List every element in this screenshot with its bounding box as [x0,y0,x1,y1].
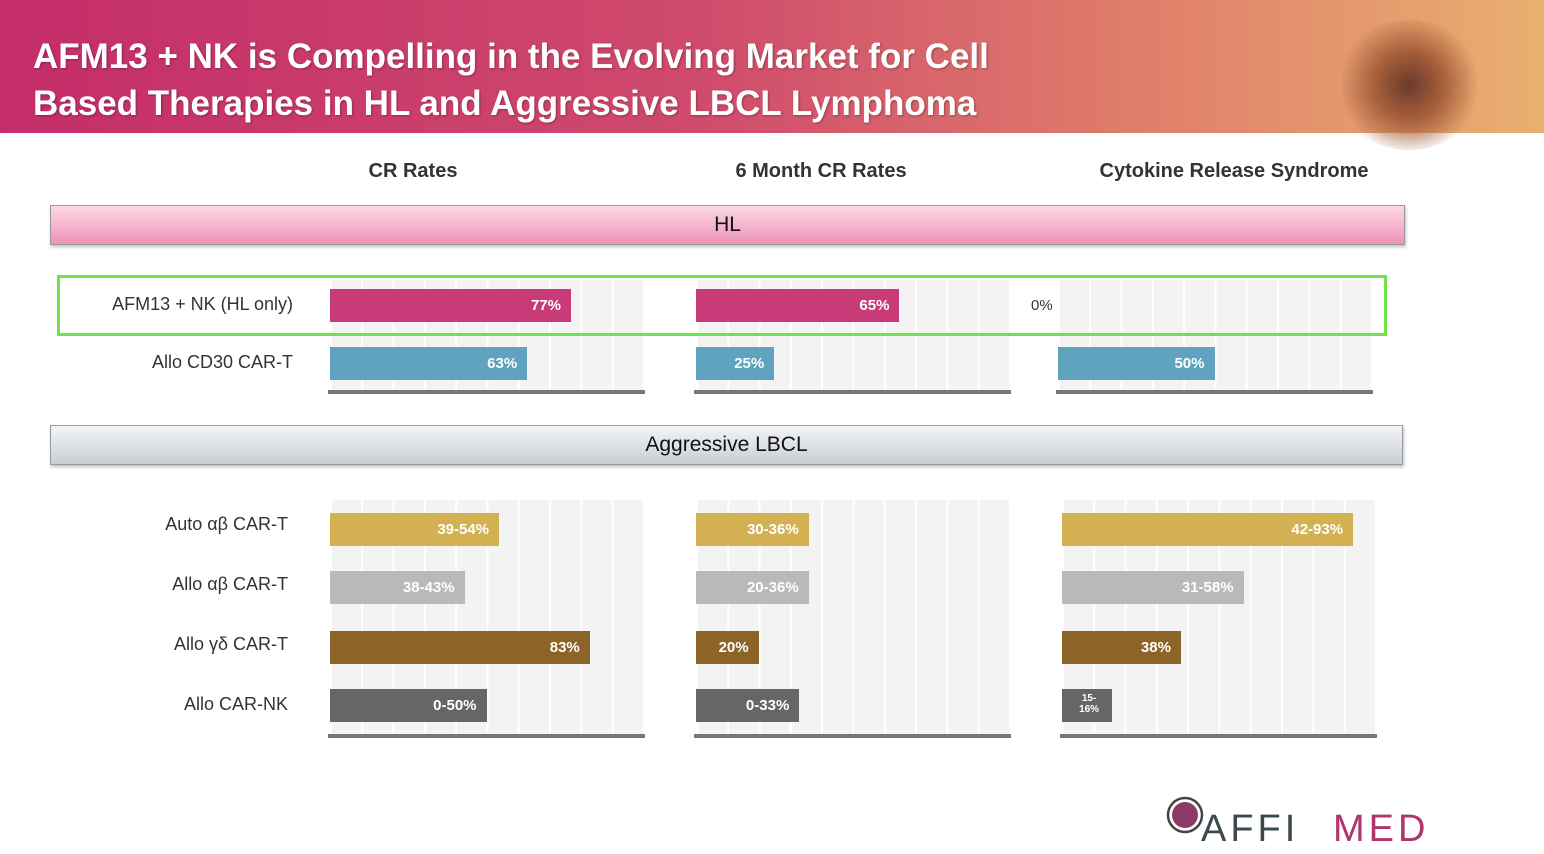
highlight-box [57,275,1387,336]
column-header-cr-rates: CR Rates [368,160,458,182]
svg-text:AFFI: AFFI [1201,808,1299,845]
bar: 50% [1058,347,1215,380]
data-label: 0-50% [433,697,477,714]
data-label: 39-54% [437,521,490,538]
affimed-logo: AFFI MED [1166,796,1429,845]
cell-image [1334,20,1484,150]
svg-text:MED: MED [1333,808,1429,845]
data-label: 77% [530,297,561,314]
header-banner: AFM13 + NK is Compelling in the Evolving… [0,0,1544,150]
data-label: 31-58% [1181,579,1234,596]
data-label: 50% [1174,355,1205,372]
bar: 83% [330,631,590,664]
bar: 31-58% [1062,571,1244,604]
bar: 20-36% [696,571,809,604]
group-band-lbcl: Aggressive LBCL [50,425,1403,465]
data-label: 15-16% [1079,693,1100,715]
row-label: Allo CD30 CAR-T [151,352,293,372]
x-axis-line [1056,390,1373,394]
data-label: 63% [487,355,518,372]
bar: 15-16% [1062,689,1113,722]
data-label: 65% [859,297,890,314]
bar: 63% [330,347,528,380]
bar: 20% [696,631,759,664]
data-label: 20% [718,639,749,656]
bar: 39-54% [330,513,500,546]
data-label: 38% [1140,639,1171,656]
bar: 65% [696,289,900,322]
bar: 42-93% [1062,513,1354,546]
x-axis-line [694,734,1011,738]
bar: 0-50% [330,689,487,722]
column-header-crs: Cytokine Release Syndrome [1099,160,1369,182]
bar: 77% [330,289,571,322]
x-axis-line [1060,734,1377,738]
data-label: 20-36% [746,579,799,596]
data-label: 83% [549,639,580,656]
x-axis-line [328,390,645,394]
row-label: Allo CAR-NK [183,694,288,714]
row-label: Allo γδ CAR-T [173,634,288,654]
data-label: 0% [1031,297,1053,314]
bar: 38% [1062,631,1181,664]
bar: 0-33% [696,689,800,722]
data-label: 38-43% [402,579,455,596]
row-label: AFM13 + NK (HL only) [112,294,293,314]
data-label: 25% [734,355,765,372]
x-axis-line [328,734,645,738]
page-title: AFM13 + NK is Compelling in the Evolving… [33,37,989,123]
x-axis-line [694,390,1011,394]
column-header-6-month-cr-rates: 6 Month CR Rates [735,160,907,182]
bar: 25% [696,347,775,380]
data-label: 42-93% [1291,521,1344,538]
row-label: Allo αβ CAR-T [172,574,288,594]
data-label: 0-33% [745,697,790,714]
bar: 38-43% [330,571,465,604]
bar: 30-36% [696,513,809,546]
data-label: 30-36% [746,521,799,538]
group-band-hl: HL [50,205,1405,245]
row-label: Auto αβ CAR-T [165,514,288,534]
